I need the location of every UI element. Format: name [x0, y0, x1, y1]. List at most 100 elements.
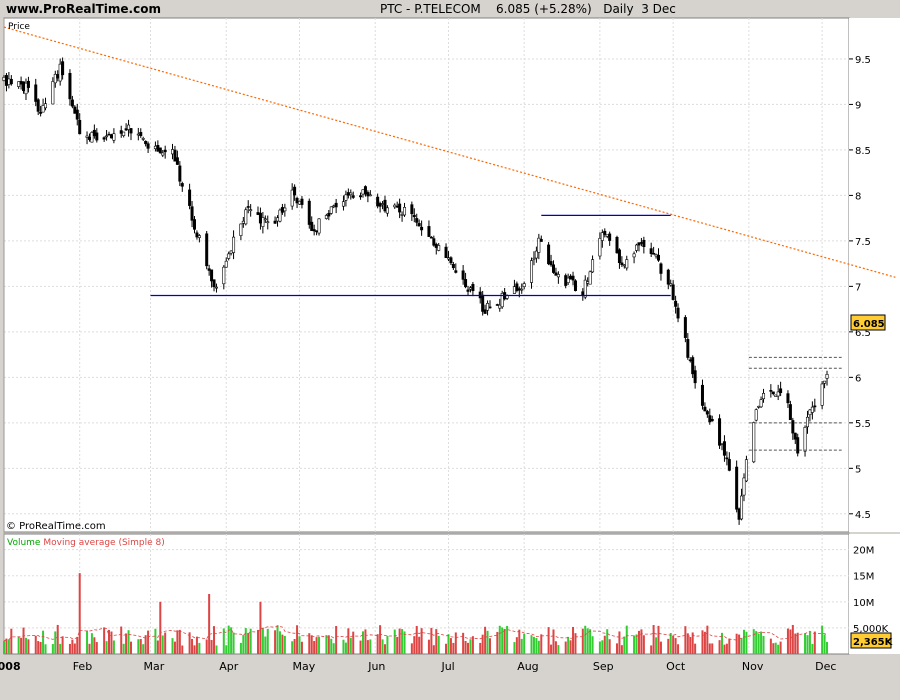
volume-bar — [789, 629, 792, 654]
volume-bar — [276, 625, 279, 654]
price-panel — [3, 17, 850, 533]
candle-down — [642, 239, 646, 247]
candle-down — [737, 508, 741, 520]
volume-bar — [256, 629, 259, 654]
candle-up — [400, 214, 404, 216]
candle-down — [571, 275, 575, 281]
volume-bar — [540, 634, 543, 654]
volume-bar — [823, 634, 826, 654]
candle-down — [173, 149, 177, 162]
candle-down — [700, 384, 704, 406]
volume-bar — [95, 642, 98, 654]
volume-bar — [191, 638, 194, 654]
candle-up — [361, 189, 365, 195]
candle-up — [752, 422, 756, 463]
volume-bar — [530, 635, 533, 654]
volume-bar — [532, 636, 535, 654]
candle-up — [468, 287, 472, 290]
candle-up — [566, 277, 570, 283]
volume-bar — [352, 631, 355, 654]
volume-bar — [261, 627, 264, 654]
volume-bar — [68, 643, 71, 654]
volume-tick-label: 15M — [853, 572, 874, 583]
volume-bar — [195, 636, 198, 654]
volume-bar — [742, 629, 745, 654]
candle-up — [635, 244, 639, 251]
candle-down — [444, 246, 448, 259]
volume-bar — [755, 631, 758, 654]
candle-up — [556, 274, 560, 278]
volume-bar — [34, 635, 37, 654]
candle-down — [708, 415, 712, 423]
volume-bar — [71, 639, 74, 654]
candle-up — [53, 73, 57, 84]
volume-bar — [120, 626, 123, 654]
candle-down — [615, 236, 619, 254]
volume-tick-label: 5,000K — [853, 624, 889, 635]
volume-bar — [537, 640, 540, 654]
candle-down — [639, 242, 643, 244]
volume-bar — [291, 641, 294, 654]
volume-bar — [762, 636, 765, 654]
volume-bar — [601, 640, 604, 654]
candle-up — [825, 374, 829, 379]
volume-bar — [684, 626, 687, 654]
time-tick-label: Mar — [144, 660, 165, 673]
candle-up — [583, 279, 587, 298]
volume-bar — [296, 625, 299, 654]
volume-bar — [76, 636, 79, 654]
price-tick-label: 6.5 — [855, 328, 871, 339]
volume-bar — [3, 640, 5, 654]
volume-bar — [410, 643, 413, 654]
volume-bar — [105, 641, 108, 654]
candle-down — [581, 291, 585, 296]
volume-bar — [620, 645, 623, 654]
candle-up — [588, 271, 592, 285]
candle-up — [214, 286, 218, 289]
candle-up — [332, 205, 336, 208]
volume-bar — [342, 639, 345, 654]
time-tick-label: May — [293, 660, 316, 673]
volume-bar — [332, 643, 335, 654]
volume-bar — [173, 641, 176, 654]
candle-down — [19, 81, 23, 85]
candle-down — [703, 406, 707, 412]
volume-bar — [42, 630, 45, 654]
candle-down — [34, 84, 38, 102]
volume-bar — [249, 628, 252, 654]
candle-down — [310, 221, 314, 231]
candle-down — [124, 128, 128, 131]
last-price-badge-box — [850, 314, 886, 331]
volume-bar — [10, 628, 13, 654]
candle-down — [256, 212, 260, 215]
time-tick-label: Feb — [73, 660, 92, 673]
candle-down — [395, 205, 399, 208]
volume-bar — [78, 573, 81, 654]
candle-up — [740, 495, 744, 520]
volume-bar — [125, 633, 128, 654]
volume-bar — [572, 626, 575, 654]
candle-up — [393, 204, 397, 208]
volume-bar — [383, 644, 386, 654]
volume-bar — [413, 636, 416, 654]
volume-bar — [608, 639, 611, 654]
volume-bar — [5, 638, 8, 654]
candle-up — [808, 409, 812, 416]
candle-down — [412, 214, 416, 218]
volume-bar — [618, 631, 621, 654]
volume-bar — [164, 632, 167, 654]
time-tick-label: Jul — [440, 660, 454, 673]
candle-down — [210, 269, 214, 282]
volume-bar — [230, 627, 233, 654]
volume-bar — [103, 627, 106, 654]
candle-down — [61, 61, 65, 76]
volume-bar — [432, 645, 435, 654]
candle-up — [512, 286, 516, 294]
candle-down — [107, 133, 111, 136]
candle-up — [669, 283, 673, 286]
candle-up — [197, 235, 201, 238]
candle-up — [757, 405, 761, 408]
candle-down — [178, 165, 182, 182]
candle-down — [676, 307, 680, 319]
